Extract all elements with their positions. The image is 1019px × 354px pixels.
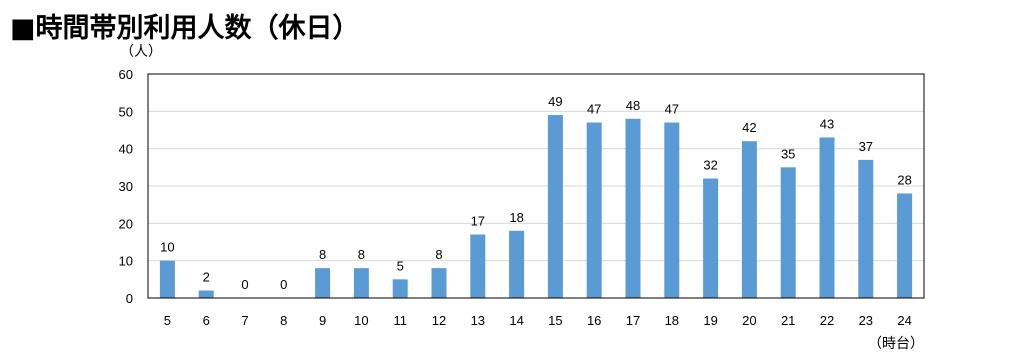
x-tick-label-24: 24	[897, 313, 911, 328]
bar-15	[547, 115, 563, 298]
x-tick-label-8: 8	[280, 313, 287, 328]
x-tick-label-12: 12	[432, 313, 446, 328]
x-tick-label-17: 17	[626, 313, 640, 328]
data-label-5: 10	[160, 240, 174, 255]
x-axis-unit-label: （時台）	[868, 336, 924, 352]
data-label-20: 42	[742, 120, 756, 135]
bar-16	[586, 122, 602, 299]
data-label-16: 47	[587, 102, 601, 117]
bar-14	[509, 230, 525, 298]
bar-17	[625, 118, 641, 298]
bar-18	[664, 122, 680, 299]
bar-22	[819, 137, 835, 298]
data-label-24: 28	[897, 172, 911, 187]
x-tick-label-14: 14	[509, 313, 523, 328]
bar-24	[897, 193, 913, 298]
bar-11	[392, 279, 408, 298]
x-tick-label-9: 9	[319, 313, 326, 328]
bar-20	[741, 141, 757, 298]
data-label-7: 0	[241, 277, 248, 292]
data-label-8: 0	[280, 277, 287, 292]
x-tick-label-13: 13	[471, 313, 485, 328]
gridlines	[148, 110, 924, 262]
x-tick-label-6: 6	[203, 313, 210, 328]
x-tick-label-15: 15	[548, 313, 562, 328]
data-label-12: 8	[435, 247, 442, 262]
x-tick-label-7: 7	[241, 313, 248, 328]
bar-10	[353, 268, 369, 298]
bar-5	[159, 260, 175, 298]
y-tick-label-60: 60	[119, 67, 133, 82]
x-tick-label-19: 19	[703, 313, 717, 328]
bar-23	[858, 159, 874, 298]
page-title: ■時間帯別利用人数（休日）	[10, 13, 360, 44]
plot-area-border	[147, 73, 925, 299]
bar-21	[780, 167, 796, 298]
x-tick-label-10: 10	[354, 313, 368, 328]
y-tick-label-40: 40	[119, 142, 133, 157]
x-tick-label-5: 5	[164, 313, 171, 328]
data-label-10: 8	[358, 247, 365, 262]
data-label-21: 35	[781, 146, 795, 161]
bar-19	[703, 178, 719, 298]
y-tick-label-30: 30	[119, 179, 133, 194]
y-axis-tick-labels: 0 10 20 30 40 50 60	[119, 67, 133, 306]
bar-9	[315, 268, 331, 298]
x-axis-tick-labels: 5 6 7 8 9 10 11 12 13 14 15 16 17 18 19 20 21 22 23 24	[164, 313, 912, 328]
data-label-14: 18	[509, 210, 523, 225]
x-tick-label-23: 23	[859, 313, 873, 328]
x-tick-label-21: 21	[781, 313, 795, 328]
bar-13	[470, 234, 486, 298]
bar-6	[198, 290, 214, 298]
data-label-17: 48	[626, 98, 640, 113]
bar-series	[159, 115, 913, 299]
data-label-9: 8	[319, 247, 326, 262]
data-label-23: 37	[859, 139, 873, 154]
bar-12	[431, 268, 447, 298]
data-label-11: 5	[397, 258, 404, 273]
data-label-18: 47	[665, 102, 679, 117]
data-labels: 10 2 0 0 8 8 5 8 17 18 49 47 48 47 32 42 35 43 37 28	[160, 94, 912, 292]
y-axis-unit-label: （人）	[120, 44, 162, 60]
x-tick-label-20: 20	[742, 313, 756, 328]
data-label-13: 17	[471, 214, 485, 229]
y-tick-label-50: 50	[119, 104, 133, 119]
y-tick-label-20: 20	[119, 216, 133, 231]
x-tick-label-22: 22	[820, 313, 834, 328]
x-tick-label-16: 16	[587, 313, 601, 328]
x-tick-label-18: 18	[665, 313, 679, 328]
x-tick-label-11: 11	[393, 313, 407, 328]
y-tick-label-10: 10	[119, 254, 133, 269]
data-label-6: 2	[203, 270, 210, 285]
data-label-22: 43	[820, 116, 834, 131]
data-label-19: 32	[703, 158, 717, 173]
data-label-15: 49	[548, 94, 562, 109]
y-tick-label-0: 0	[126, 291, 133, 306]
